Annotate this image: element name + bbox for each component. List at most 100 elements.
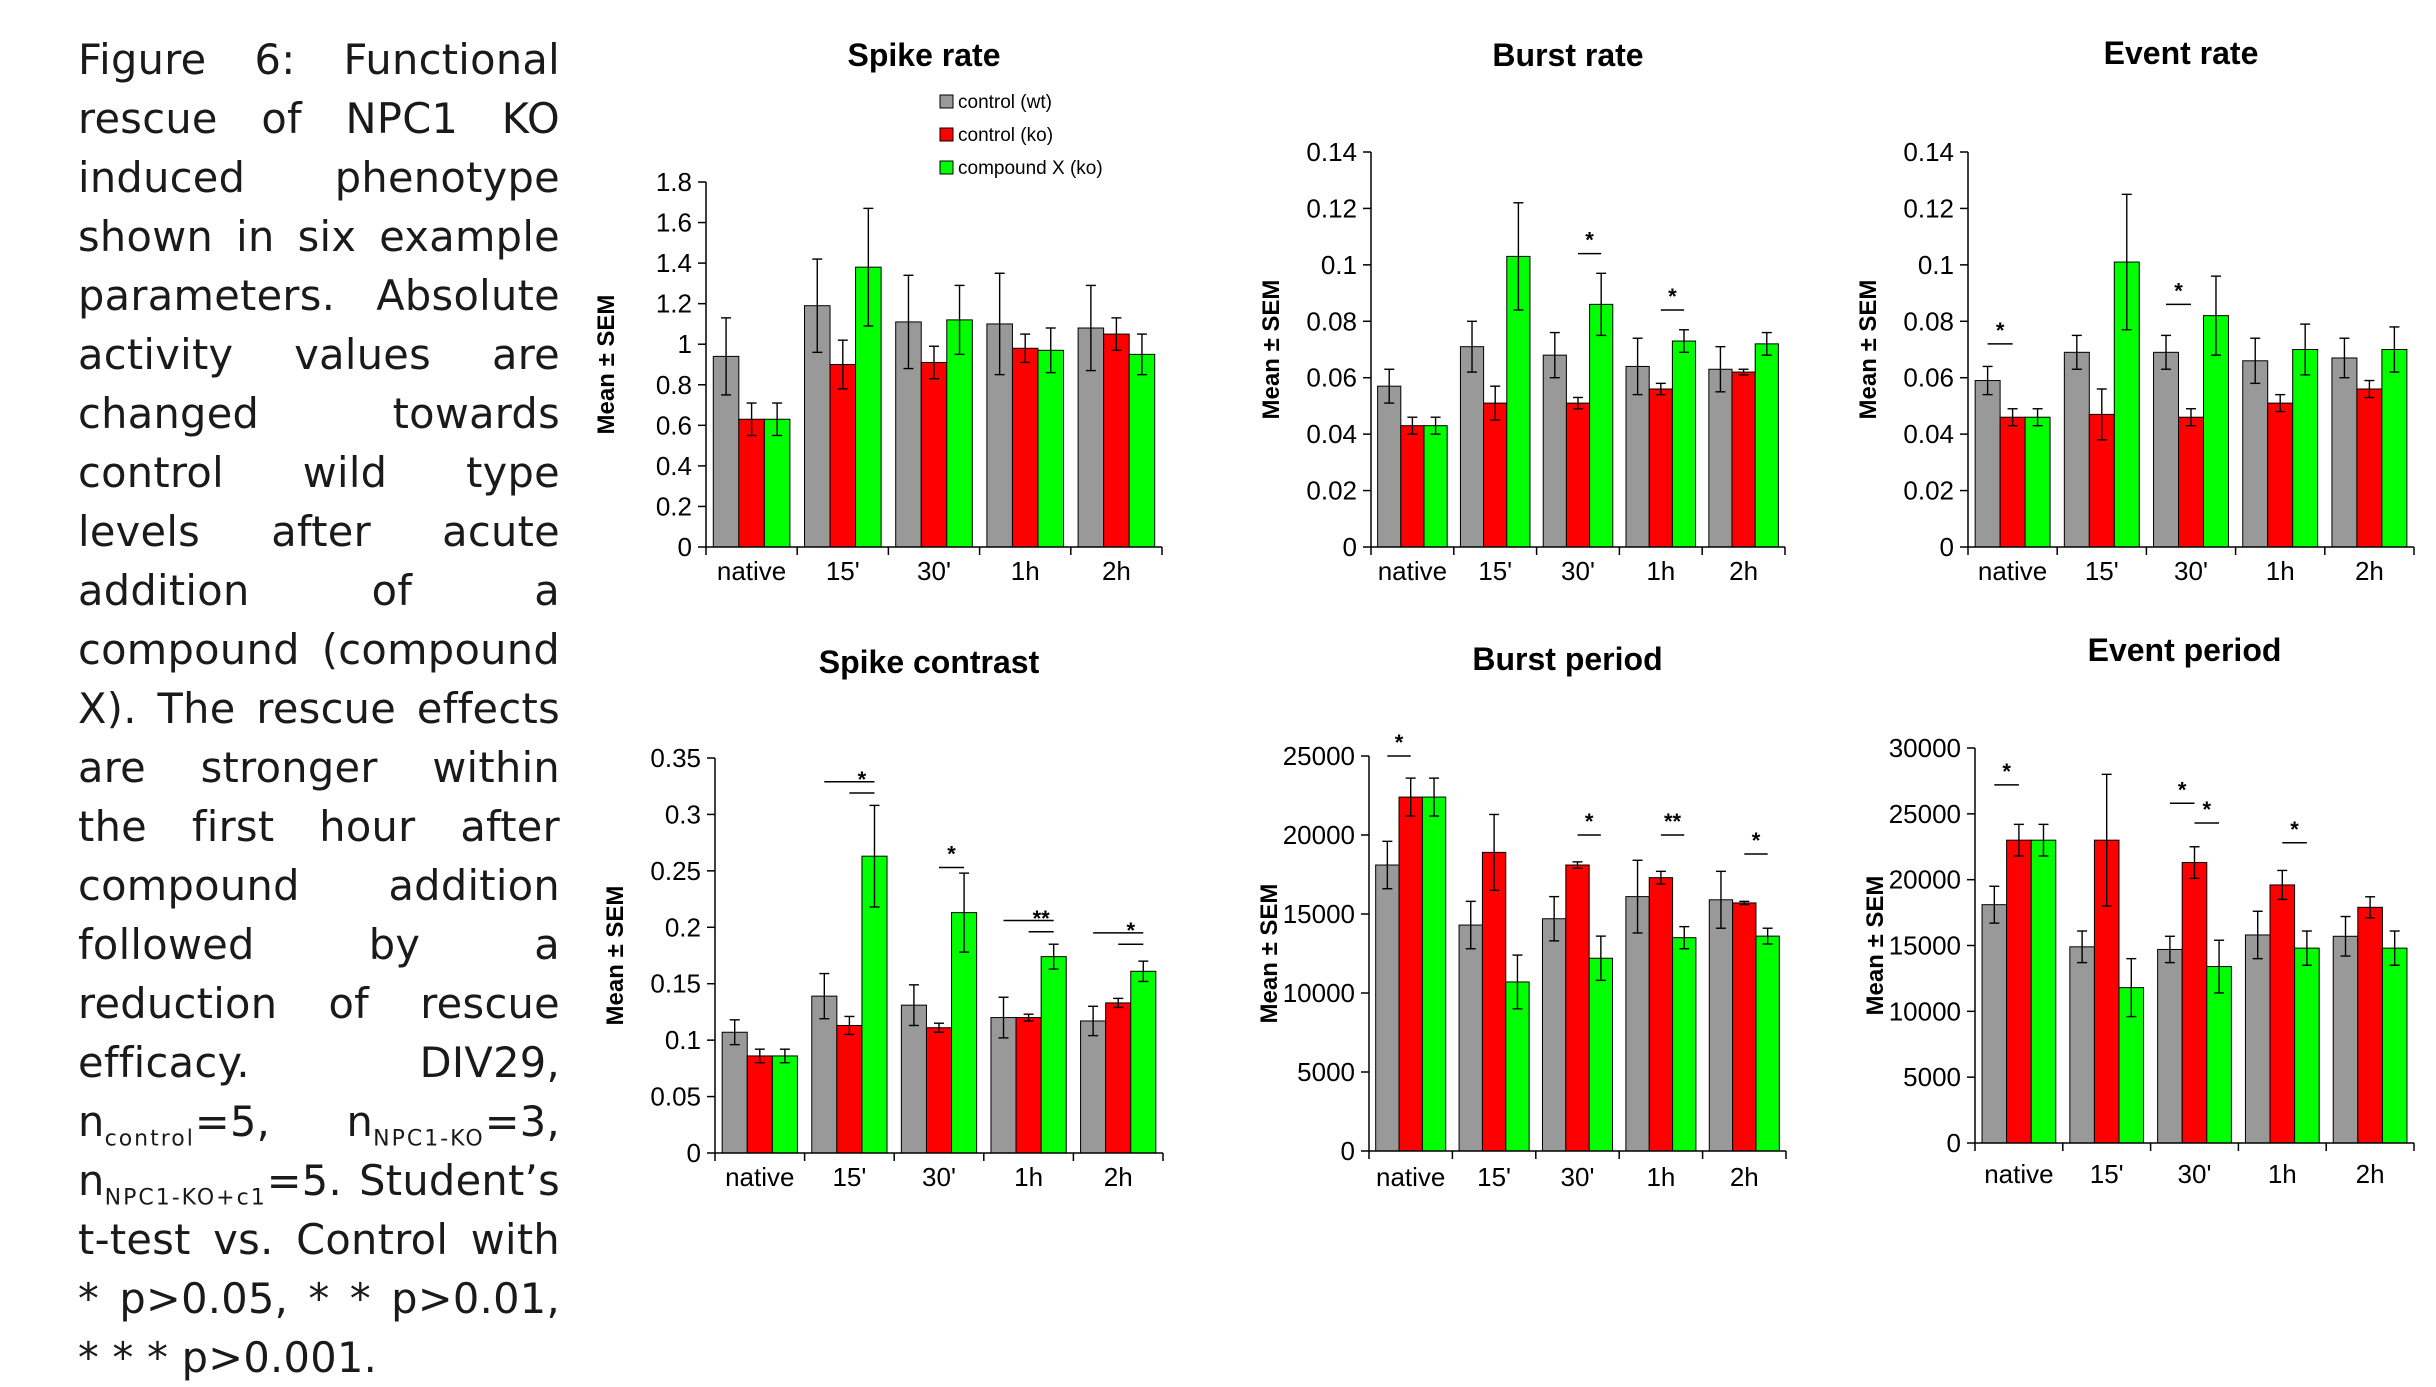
chart-event-rate: Event rate Mean ± SEM 0 0.02 0.04 0.06 0.08 0.1… [1855, 35, 2415, 586]
chart-title: Spike rate [848, 37, 1001, 73]
x-tick-label: native [725, 1162, 794, 1192]
significance-label: * [1752, 828, 1761, 853]
y-tick-label: 0 [1341, 1136, 1355, 1166]
bar-control-ko-1h [1648, 877, 1674, 1152]
bar-control-ko-2h [1105, 1002, 1132, 1154]
significance-label: * [1395, 730, 1404, 755]
y-tick-label: 0.1 [665, 1025, 701, 1055]
bar-compound-x-ko-1h [1040, 956, 1067, 1154]
x-tick-label: 30' [917, 556, 951, 586]
y-tick-label: 0 [1947, 1128, 1961, 1158]
y-tick-label: 25000 [1283, 741, 1355, 771]
y-tick-label: 1.4 [656, 248, 692, 278]
bar-compound-x-ko-native [763, 418, 791, 548]
bar-control-ko-2h [2356, 388, 2383, 548]
bar-compound-x-ko-2h [2381, 349, 2408, 548]
x-tick-label: 1h [1646, 556, 1675, 586]
bar-control-ko-native [1999, 416, 2026, 548]
bar-control-wt-1h [990, 1017, 1017, 1154]
bar-control-wt-30 [2153, 351, 2180, 548]
bar-control-wt-30 [1541, 918, 1567, 1152]
y-tick-label: 0.4 [656, 451, 692, 481]
y-tick-label: 10000 [1283, 978, 1355, 1008]
chart-title: Event rate [2104, 35, 2259, 71]
bar-control-wt-2h [1708, 899, 1734, 1152]
chart-event-period: Event period Mean ± SEM 0 5000 10000 15000 200… [1862, 632, 2415, 1189]
x-tick-label: native [1378, 556, 1447, 586]
legend-label: control (wt) [958, 92, 1052, 113]
x-tick-label: native [1376, 1162, 1445, 1192]
x-tick-label: 15' [2085, 556, 2119, 586]
y-tick-label: 0.06 [1306, 363, 1357, 393]
bar-control-wt-native [1377, 385, 1402, 548]
bar-control-ko-30 [1565, 864, 1590, 1152]
y-tick-label: 0.6 [656, 410, 692, 440]
significance-label: * [2174, 278, 2183, 303]
x-tick-label: 15' [1477, 1162, 1511, 1192]
significance-label: * [1585, 809, 1594, 834]
y-tick-label: 1.2 [656, 289, 692, 319]
chart-title: Spike contrast [819, 644, 1040, 680]
bar-control-wt-native [1974, 380, 2001, 548]
chart-title: Event period [2088, 632, 2282, 668]
x-tick-label: native [1978, 556, 2047, 586]
x-tick-label: native [1984, 1159, 2053, 1189]
y-axis-label: Mean ± SEM [1258, 280, 1285, 420]
x-tick-label: 1h [2268, 1159, 2297, 1189]
significance-label: * [858, 767, 867, 792]
bar-control-wt-30 [2157, 948, 2183, 1144]
bar-compound-x-ko-30 [2206, 966, 2232, 1144]
y-tick-label: 0.08 [1306, 306, 1357, 336]
x-tick-label: 2h [1104, 1162, 1133, 1192]
y-tick-label: 1 [678, 329, 692, 359]
bar-control-ko-30 [1565, 402, 1591, 548]
bar-control-ko-2h [1103, 333, 1130, 548]
y-tick-label: 0.05 [650, 1082, 701, 1112]
chart-title: Burst period [1472, 641, 1662, 677]
x-tick-label: 15' [1478, 556, 1512, 586]
y-tick-label: 0.06 [1903, 363, 1954, 393]
bar-control-wt-2h [1708, 368, 1733, 548]
y-axis-label: Mean ± SEM [1862, 876, 1889, 1016]
bar-control-ko-15 [1481, 851, 1507, 1152]
legend-label: compound X (ko) [958, 158, 1103, 179]
significance-label: * [1126, 918, 1135, 943]
y-tick-label: 0 [1343, 532, 1357, 562]
chart-spike-rate: Spike rate Mean ± SEM 0 0.2 0.4 0.6 0.8 1 1.2 1.4… [593, 37, 1163, 586]
x-tick-label: 30' [922, 1162, 956, 1192]
significance-label: * [1585, 228, 1594, 253]
x-tick-label: 2h [1730, 1162, 1759, 1192]
bar-compound-x-ko-1h [1037, 349, 1065, 548]
bar-compound-x-ko-native [2024, 416, 2051, 548]
bar-compound-x-ko-30 [1589, 303, 1614, 548]
significance-label: * [1668, 284, 1677, 309]
bar-control-ko-1h [1011, 347, 1039, 548]
bar-compound-x-ko-native [2030, 839, 2057, 1144]
bar-control-ko-15 [836, 1024, 863, 1154]
chart-burst-rate: Burst rate Mean ± SEM 0 0.02 0.04 0.06 0.08 0.1… [1258, 37, 1786, 586]
y-tick-label: 0.14 [1306, 137, 1357, 167]
significance-label: * [947, 841, 956, 866]
y-tick-label: 15000 [1283, 899, 1355, 929]
x-tick-label: 2h [2356, 1159, 2385, 1189]
bar-control-ko-2h [1732, 902, 1757, 1152]
y-tick-label: 0.1 [1918, 250, 1954, 280]
y-tick-label: 0.12 [1306, 193, 1357, 223]
y-tick-label: 0 [687, 1138, 701, 1168]
bar-control-wt-1h [2242, 360, 2269, 548]
x-tick-label: 15' [826, 556, 860, 586]
bar-control-ko-2h [2357, 906, 2383, 1144]
bar-control-ko-1h [2267, 402, 2294, 548]
bar-control-wt-15 [2063, 351, 2090, 548]
y-tick-label: 5000 [1297, 1057, 1355, 1087]
chart-title: Burst rate [1492, 37, 1643, 73]
y-tick-label: 0.02 [1306, 476, 1357, 506]
y-tick-label: 0.14 [1903, 137, 1954, 167]
x-tick-label: 2h [2355, 556, 2384, 586]
bar-compound-x-ko-2h [1128, 353, 1156, 548]
x-tick-label: 30' [1561, 556, 1595, 586]
bar-compound-x-ko-15 [861, 855, 888, 1154]
bar-control-wt-native [721, 1031, 748, 1154]
bar-control-ko-native [2006, 839, 2032, 1144]
y-tick-label: 0.15 [650, 969, 701, 999]
